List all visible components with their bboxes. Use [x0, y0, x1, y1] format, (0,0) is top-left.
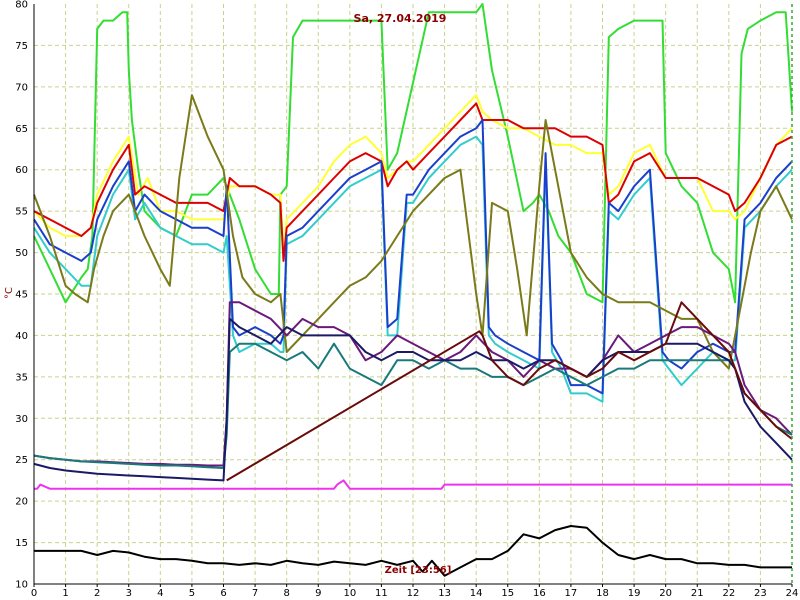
series-line-6 — [33, 94, 793, 370]
y-axis-label: °C — [4, 287, 15, 299]
y-tick-label: 65 — [15, 124, 28, 135]
series-line-11 — [34, 479, 792, 490]
x-tick-label: 0 — [31, 588, 37, 599]
x-tick-label: 17 — [565, 588, 578, 599]
x-tick-label: 18 — [596, 588, 609, 599]
x-tick-label: 3 — [126, 588, 132, 599]
x-tick-label: 6 — [220, 588, 226, 599]
y-tick-label: 50 — [15, 248, 28, 259]
x-tick-label: 9 — [315, 588, 321, 599]
y-tick-label: 10 — [15, 580, 28, 591]
x-tick-label: 8 — [283, 588, 289, 599]
x-tick-label: 5 — [189, 588, 195, 599]
y-tick-label: 15 — [15, 538, 28, 549]
time-annotation: Zeit [23:56] — [385, 565, 452, 576]
x-tick-label: 1 — [62, 588, 68, 599]
y-tick-label: 80 — [15, 0, 28, 11]
y-tick-label: 35 — [15, 372, 28, 383]
y-tick-label: 25 — [15, 455, 28, 466]
y-tick-label: 70 — [15, 82, 28, 93]
x-tick-label: 11 — [375, 588, 388, 599]
y-tick-label: 45 — [15, 290, 28, 301]
x-tick-label: 7 — [252, 588, 258, 599]
y-tick-label: 40 — [15, 331, 28, 342]
series-line-5 — [33, 119, 793, 395]
series-line-8 — [33, 342, 793, 469]
x-tick-label: 23 — [754, 588, 767, 599]
series-line-1 — [33, 3, 793, 304]
x-tick-label: 12 — [407, 588, 420, 599]
series-line-10 — [226, 301, 793, 482]
x-tick-label: 16 — [533, 588, 546, 599]
x-tick-label: 2 — [94, 588, 100, 599]
x-tick-label: 14 — [470, 588, 483, 599]
axes: 0 1 2 3 4 5 6 7 8 9 10 11 12 13 14 15 16 17 18 19 20 21 22 23 24… — [15, 0, 798, 599]
series-line-7 — [33, 301, 793, 467]
x-tick-label: 4 — [157, 588, 163, 599]
y-tick-label: 20 — [15, 497, 28, 508]
x-tick-label: 13 — [438, 588, 451, 599]
y-tick-label: 60 — [15, 165, 28, 176]
series-line-12 — [34, 525, 792, 577]
y-tick-label: 30 — [15, 414, 28, 425]
x-tick-label: 20 — [659, 588, 672, 599]
series-lines — [33, 3, 793, 577]
series-line-9 — [33, 317, 793, 482]
x-tick-label: 21 — [691, 588, 704, 599]
y-tick-label: 75 — [15, 41, 28, 52]
x-tick-label: 15 — [501, 588, 514, 599]
series-line-3 — [33, 102, 793, 262]
y-tick-label: 55 — [15, 207, 28, 218]
x-tick-label: 24 — [786, 588, 799, 599]
x-tick-label: 19 — [628, 588, 641, 599]
x-tick-label: 22 — [722, 588, 735, 599]
x-tick-label: 10 — [343, 588, 356, 599]
chart-title: Sa, 27.04.2019 — [354, 12, 447, 25]
grid — [34, 4, 792, 584]
